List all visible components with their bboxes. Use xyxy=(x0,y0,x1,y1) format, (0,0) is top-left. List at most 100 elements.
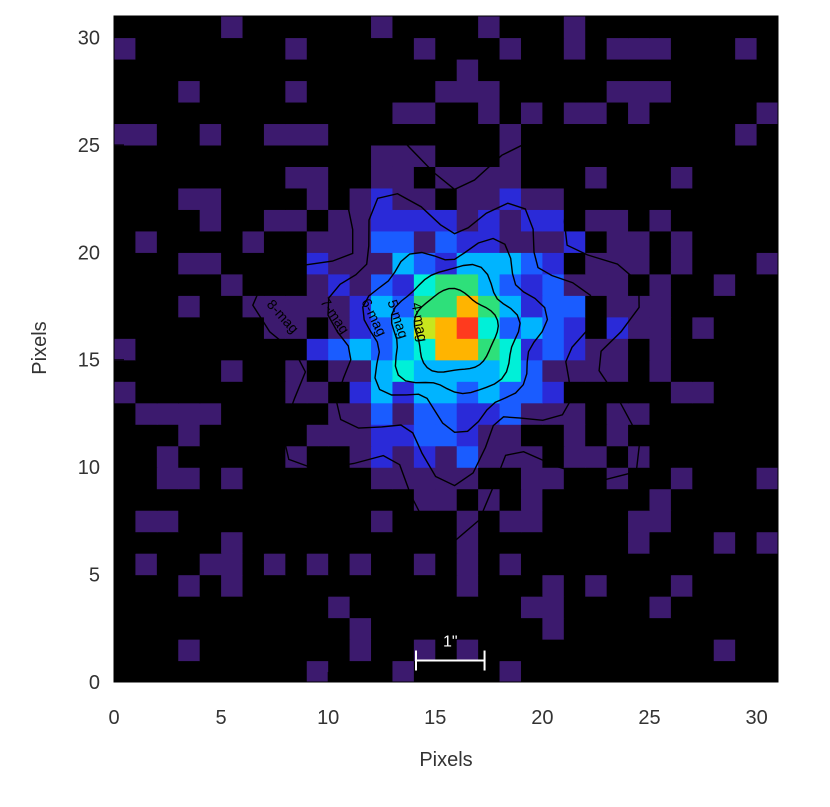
heatmap-cell xyxy=(135,596,158,619)
heatmap-cell xyxy=(542,187,565,210)
heatmap-cell xyxy=(735,37,758,60)
heatmap-cell xyxy=(649,424,672,447)
heatmap-cell xyxy=(478,574,501,597)
heatmap-cell xyxy=(413,553,436,576)
heatmap-cell xyxy=(735,510,758,533)
heatmap-cell xyxy=(156,295,179,318)
heatmap-cell xyxy=(178,424,201,447)
heatmap-cell xyxy=(756,16,778,39)
heatmap-cell xyxy=(349,101,372,125)
heatmap-cell xyxy=(135,144,158,167)
heatmap-cell xyxy=(413,617,436,640)
heatmap-cell xyxy=(178,187,201,210)
heatmap-cell xyxy=(628,16,651,39)
heatmap-cell xyxy=(435,424,458,447)
heatmap-cell xyxy=(649,467,672,490)
heatmap-cell xyxy=(713,187,736,210)
heatmap-cell xyxy=(328,166,351,189)
heatmap-cell xyxy=(478,187,501,210)
heatmap-cell xyxy=(328,510,351,533)
heatmap-cell xyxy=(649,488,672,511)
heatmap-cell xyxy=(178,381,201,404)
heatmap-cell xyxy=(735,316,758,339)
heatmap-cell xyxy=(542,80,565,103)
heatmap-cell xyxy=(263,660,286,682)
heatmap-cell xyxy=(371,166,394,189)
heatmap-cell xyxy=(221,37,244,60)
heatmap-cell xyxy=(135,273,158,296)
heatmap-cell xyxy=(670,424,693,447)
heatmap-cell xyxy=(542,359,565,382)
heatmap-cell xyxy=(221,166,244,189)
heatmap-cell xyxy=(306,424,329,447)
heatmap-cell xyxy=(735,16,758,39)
heatmap-cell xyxy=(692,660,715,682)
heatmap-cell xyxy=(649,187,672,210)
heatmap-cell xyxy=(392,467,415,490)
heatmap-cell xyxy=(520,209,543,232)
heatmap-cell xyxy=(542,510,565,533)
heatmap-cell xyxy=(692,338,715,361)
heatmap-cell xyxy=(306,596,329,619)
heatmap-cell xyxy=(221,488,244,511)
heatmap-cell xyxy=(178,316,201,339)
heatmap-cell xyxy=(563,531,586,554)
heatmap-cell xyxy=(242,445,265,468)
heatmap-cell xyxy=(371,80,394,103)
heatmap-cell xyxy=(499,531,522,554)
heatmap-cell xyxy=(221,381,244,404)
heatmap-cell xyxy=(221,144,244,167)
x-tick-label: 10 xyxy=(317,707,339,729)
heatmap-cell xyxy=(520,316,543,339)
heatmap-cell xyxy=(263,144,286,167)
heatmap-cell xyxy=(692,37,715,60)
heatmap-cell xyxy=(542,101,565,125)
heatmap-cell xyxy=(435,123,458,146)
heatmap-cell xyxy=(435,338,458,361)
heatmap-cell xyxy=(456,402,479,425)
heatmap-cell xyxy=(199,166,222,189)
heatmap-cell xyxy=(456,16,479,39)
heatmap-cell xyxy=(713,58,736,82)
heatmap-cell xyxy=(456,316,479,339)
heatmap-cell xyxy=(628,359,651,382)
heatmap-cell xyxy=(585,488,608,511)
heatmap-cell xyxy=(670,574,693,597)
heatmap-cell xyxy=(242,381,265,404)
heatmap-cell xyxy=(563,295,586,318)
heatmap-cell xyxy=(371,402,394,425)
heatmap-cell xyxy=(178,37,201,60)
heatmap-cell xyxy=(199,187,222,210)
heatmap-cell xyxy=(178,510,201,533)
heatmap-cell xyxy=(735,144,758,167)
heatmap-cell xyxy=(649,123,672,146)
heatmap-cell xyxy=(456,617,479,640)
heatmap-cell xyxy=(328,488,351,511)
heatmap-cell xyxy=(435,144,458,167)
heatmap-cell xyxy=(478,16,501,39)
heatmap-cell xyxy=(585,574,608,597)
heatmap-cell xyxy=(649,166,672,189)
heatmap-cell xyxy=(756,574,778,597)
heatmap-cell xyxy=(649,639,672,662)
heatmap-cell xyxy=(413,316,436,339)
heatmap-cell xyxy=(392,58,415,82)
heatmap-cell xyxy=(306,80,329,103)
heatmap-cell xyxy=(520,187,543,210)
heatmap-cell xyxy=(670,144,693,167)
heatmap-cell xyxy=(263,58,286,82)
heatmap-image xyxy=(114,16,778,682)
heatmap-cell xyxy=(285,80,308,103)
heatmap-cell xyxy=(713,660,736,682)
heatmap-cell xyxy=(306,531,329,554)
heatmap-cell xyxy=(606,295,629,318)
heatmap-cell xyxy=(413,445,436,468)
heatmap-cell xyxy=(242,531,265,554)
heatmap-cell xyxy=(263,596,286,619)
heatmap-cell xyxy=(670,101,693,125)
heatmap-cell xyxy=(413,144,436,167)
heatmap-cell xyxy=(221,230,244,253)
heatmap-cell xyxy=(585,338,608,361)
heatmap-cell xyxy=(606,488,629,511)
heatmap-cell xyxy=(756,230,778,253)
